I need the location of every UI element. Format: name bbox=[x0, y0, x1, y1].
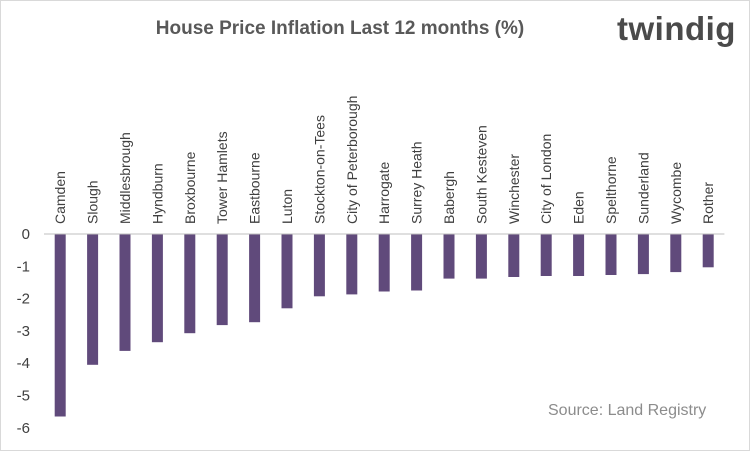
bar-rother bbox=[702, 234, 714, 268]
bar-babergh bbox=[443, 234, 455, 279]
category-label: Spelthorne bbox=[603, 156, 619, 224]
bar-spelthorne bbox=[605, 234, 617, 275]
category-label: Wycombe bbox=[668, 162, 684, 224]
bar-winchester bbox=[508, 234, 520, 277]
bar-middlesbrough bbox=[119, 234, 131, 351]
category-label: Harrogate bbox=[376, 162, 392, 224]
category-label: Babergh bbox=[441, 171, 457, 224]
bar-city-of-london bbox=[540, 234, 552, 276]
category-label: Tower Hamlets bbox=[214, 131, 230, 224]
category-label: City of Peterborough bbox=[344, 96, 360, 224]
bar-luton bbox=[281, 234, 293, 309]
category-label: Eden bbox=[571, 191, 587, 224]
bar-camden bbox=[54, 234, 66, 417]
bar-sunderland bbox=[637, 234, 649, 275]
category-label: Middlesbrough bbox=[117, 132, 133, 224]
category-label: City of London bbox=[538, 134, 554, 224]
category-label: Sunderland bbox=[635, 152, 651, 224]
category-label: South Kesteven bbox=[473, 125, 489, 224]
y-tick-label: -5 bbox=[17, 388, 30, 405]
bar-surrey-heath bbox=[411, 234, 423, 291]
bar-tower-hamlets bbox=[216, 234, 228, 326]
bar-slough bbox=[87, 234, 99, 365]
y-tick-label: -3 bbox=[17, 323, 30, 340]
bar-wycombe bbox=[670, 234, 682, 273]
category-label: Eastbourne bbox=[247, 152, 263, 224]
y-tick-label: -1 bbox=[17, 258, 30, 275]
bar-city-of-peterborough bbox=[346, 234, 358, 295]
bar-eastbourne bbox=[249, 234, 261, 323]
category-label: Hyndburn bbox=[149, 163, 165, 224]
category-label: Surrey Heath bbox=[409, 142, 425, 224]
bar-harrogate bbox=[378, 234, 390, 292]
bar-eden bbox=[573, 234, 585, 276]
category-label: Camden bbox=[52, 171, 68, 224]
category-label: Luton bbox=[279, 189, 295, 224]
y-tick-label: -6 bbox=[17, 420, 30, 437]
y-tick-label: -2 bbox=[17, 291, 30, 308]
category-label: Stockton-on-Tees bbox=[311, 115, 327, 224]
category-label: Slough bbox=[85, 180, 101, 224]
bar-hyndburn bbox=[151, 234, 163, 343]
category-label: Broxbourne bbox=[182, 151, 198, 224]
bar-broxbourne bbox=[184, 234, 196, 334]
category-label: Winchester bbox=[506, 154, 522, 224]
y-tick-label: 0 bbox=[22, 226, 30, 243]
twindig-logo: twindig bbox=[617, 10, 736, 47]
category-label: Rother bbox=[700, 182, 716, 224]
bar-stockton-on-tees bbox=[313, 234, 325, 297]
source-note: Source: Land Registry bbox=[548, 402, 707, 419]
chart-title: House Price Inflation Last 12 months (%) bbox=[155, 18, 525, 39]
y-tick-label: -4 bbox=[17, 355, 30, 372]
bar-south-kesteven bbox=[475, 234, 487, 279]
